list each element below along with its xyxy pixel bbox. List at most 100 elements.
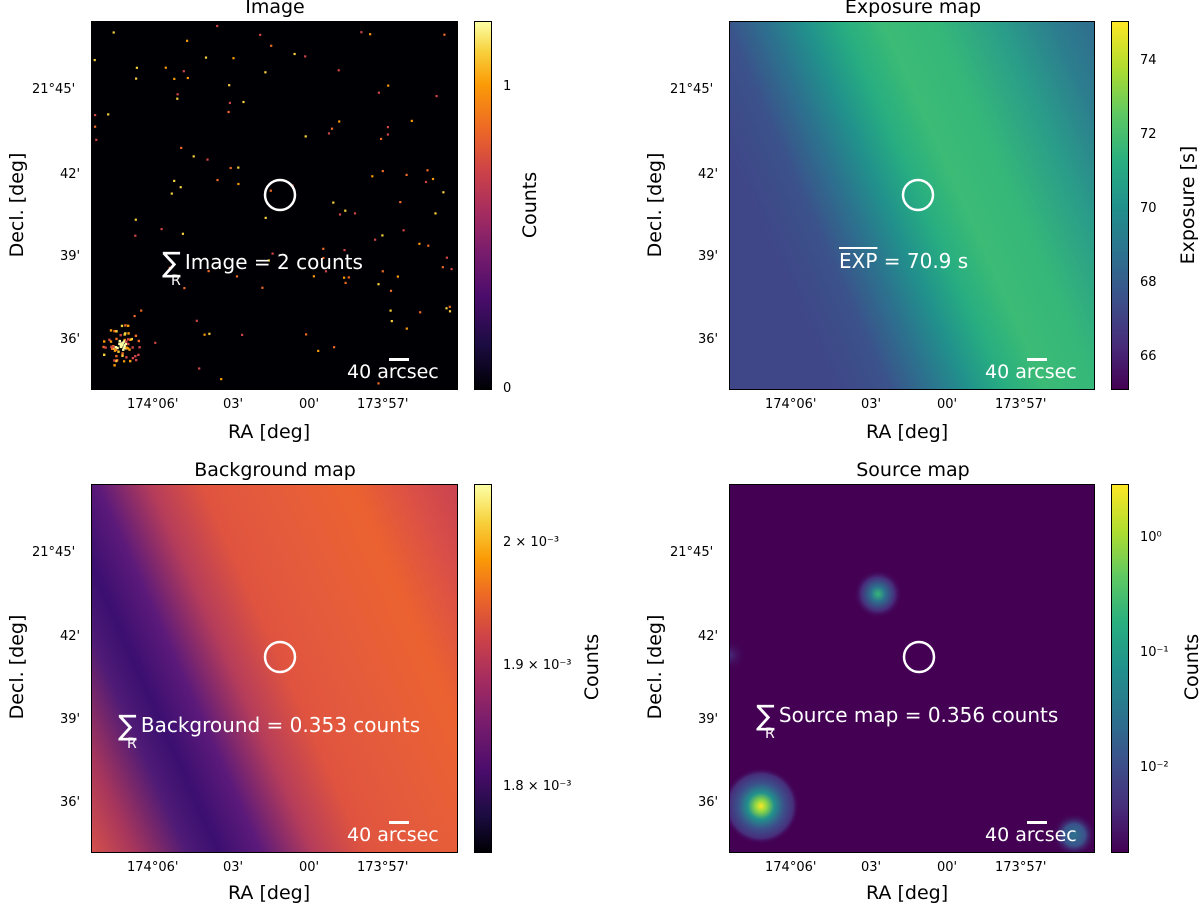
count-pixel [259,33,262,36]
count-pixel [380,137,383,140]
count-pixel [119,334,122,337]
scalebar-line [389,358,409,361]
count-pixel [208,332,211,335]
count-pixel [125,346,128,349]
count-pixel [104,346,107,349]
count-pixel [113,330,116,333]
panel-title: Exposure map [844,0,982,18]
x-axis-label: RA [deg] [228,421,311,443]
count-pixel [131,346,134,349]
count-pixel [179,186,182,189]
count-pixel [322,247,325,250]
count-pixel [123,344,126,347]
count-pixel [434,212,437,215]
scalebar-line [1027,821,1047,824]
count-pixel [129,338,132,341]
count-pixel [241,333,244,336]
x-tick: 00' [937,860,958,875]
count-pixel [332,201,335,204]
plot-area [729,484,1095,853]
x-tick: 174°06' [127,397,179,412]
count-pixel [317,349,320,352]
count-pixel [381,270,384,273]
count-pixel [377,283,380,286]
count-pixel [103,353,106,356]
panel-title: Background map [194,459,356,481]
count-pixel [402,229,405,232]
y-tick: 36' [698,795,719,810]
count-pixel [389,309,392,312]
x-tick: 03' [861,860,882,875]
colorbar-tick: 66 [1140,349,1157,364]
count-pixel [127,338,130,341]
y-tick: 39' [698,712,719,727]
count-pixel [164,66,167,69]
y-axis-label: Decl. [deg] [644,614,666,720]
count-pixel [180,146,183,149]
sum-symbol: ∑ [756,699,775,732]
count-pixel [304,55,307,58]
count-pixel [206,158,209,161]
colorbar-tick: 10⁰ [1140,530,1162,545]
count-pixel [186,76,189,80]
count-pixel [441,266,444,269]
y-axis-label: Decl. [deg] [6,152,28,258]
y-tick: 42' [60,167,81,182]
count-pixel [102,345,105,349]
count-pixel [135,66,138,69]
count-pixel [154,341,157,344]
count-pixel [235,275,239,278]
colorbar [474,484,492,853]
count-pixel [450,268,453,271]
count-pixel [448,310,452,313]
x-tick: 173°57' [995,397,1047,412]
count-pixel [138,346,141,349]
colorbar-tick: 72 [1140,127,1157,142]
count-pixel [204,56,208,59]
count-pixel [396,275,399,278]
colorbar [1111,21,1129,390]
x-axis-label: RA [deg] [866,882,949,904]
count-pixel [128,348,131,351]
count-pixel [192,155,195,158]
count-pixel [115,337,118,341]
count-pixel [229,166,232,170]
count-pixel [264,216,267,219]
count-pixel [135,77,138,80]
count-pixel [183,287,186,290]
count-pixel [399,201,402,204]
count-pixel [112,345,115,348]
count-pixel [123,340,126,343]
count-pixel [322,256,325,260]
count-pixel [110,345,113,348]
count-pixel [118,339,121,343]
scalebar-label: 40 arcsec [985,361,1077,383]
count-pixel [389,289,393,292]
colorbar [474,21,492,390]
count-pixel [168,266,171,269]
scalebar-line [389,821,409,824]
count-pixel [131,356,135,360]
sum-symbol: ∑ [118,709,137,742]
count-pixel [381,170,384,173]
count-pixel [119,344,122,347]
count-pixel [377,382,380,385]
count-pixel [123,360,126,363]
count-pixel [304,135,307,138]
count-pixel [124,332,127,335]
colorbar [1111,484,1129,853]
count-pixel [120,324,124,328]
count-pixel [344,209,347,212]
count-pixel [271,252,274,255]
count-pixel [95,138,98,141]
y-tick: 42' [698,629,719,644]
count-pixel [232,57,235,60]
count-pixel [124,324,127,327]
count-pixel [445,256,448,259]
count-pixel [371,175,374,178]
count-pixel [186,39,189,42]
y-tick: 39' [60,712,81,727]
count-pixel [338,213,342,216]
count-pixel [227,110,230,114]
y-axis-label: Decl. [deg] [6,614,28,720]
